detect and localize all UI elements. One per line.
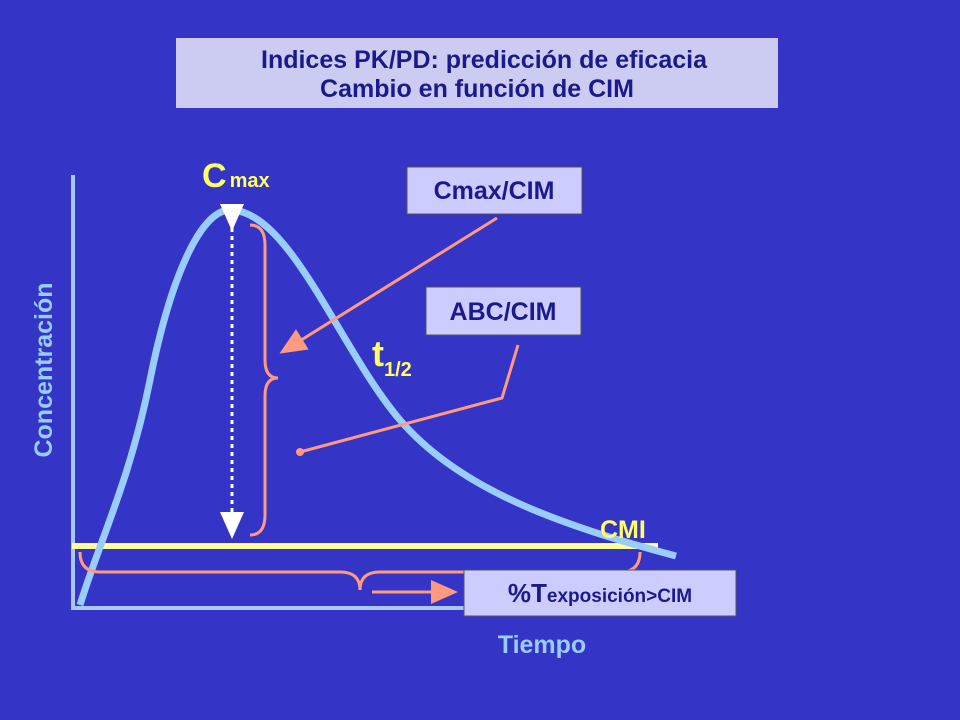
time-above-text: %Texposición>CIM bbox=[508, 578, 692, 608]
y-axis-label: Concentración bbox=[30, 282, 58, 457]
cmax-ratio-box bbox=[406, 166, 583, 215]
concentration-curve bbox=[76, 206, 677, 607]
auc-dot bbox=[296, 448, 304, 456]
time-above-sub: exposición>CIM bbox=[547, 586, 692, 607]
time-above-box bbox=[463, 569, 737, 617]
half-life-sub: 1/2 bbox=[384, 359, 412, 381]
cmax-ratio-text: Cmax/CIM bbox=[434, 177, 555, 205]
title-box bbox=[176, 38, 778, 108]
vertical-brace bbox=[249, 223, 279, 537]
cmax-main: C bbox=[202, 157, 227, 195]
auc-ratio-pointer bbox=[299, 344, 520, 454]
cmax-ratio-arrow bbox=[279, 216, 498, 354]
subtitle: Cambio en función de CIM bbox=[320, 75, 634, 103]
half-life-label: t1/2 bbox=[372, 333, 412, 381]
cmax-sub: max bbox=[230, 170, 270, 192]
title: Indices PK/PD: predicción de eficacia bbox=[261, 46, 708, 74]
half-life-main: t bbox=[372, 333, 384, 374]
x-axis-label: Tiempo bbox=[498, 631, 586, 659]
auc-ratio-box bbox=[425, 286, 582, 336]
mic-label: CMI bbox=[600, 516, 646, 544]
auc-ratio-text: ABC/CIM bbox=[450, 298, 557, 326]
time-above-main: %T bbox=[508, 578, 547, 608]
